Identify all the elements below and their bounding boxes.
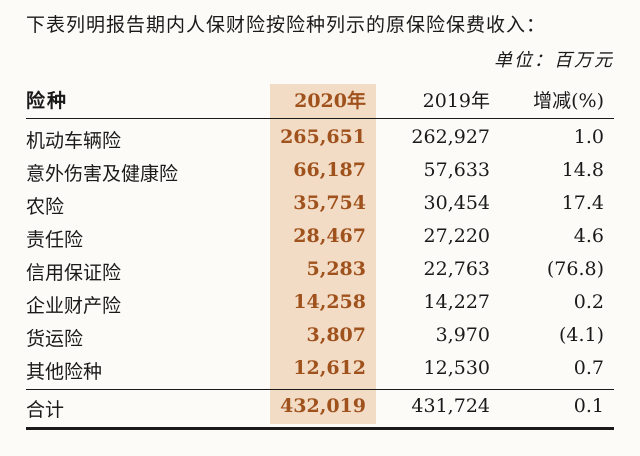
total-2019: 431,724 (411, 395, 490, 417)
row-2019: 262,927 (411, 126, 490, 148)
row-name: 责任险 (26, 229, 84, 251)
row-name: 农险 (26, 196, 65, 218)
row-change: 4.6 (573, 225, 604, 247)
row-2019: 57,633 (423, 159, 490, 181)
row-2020: 14,258 (293, 291, 366, 313)
row-2019: 27,220 (423, 225, 490, 247)
row-change: 1.0 (573, 126, 604, 148)
table-row: 农险 35,754 30,454 17.4 (26, 188, 614, 221)
table-bottom-rule (26, 427, 614, 430)
row-change: (4.1) (558, 324, 604, 346)
row-2020: 3,807 (306, 324, 367, 346)
table-row: 其他险种 12,612 12,530 0.7 (26, 353, 614, 386)
row-change: 14.8 (561, 159, 604, 181)
header-2019: 2019年 (422, 90, 490, 112)
header-name: 险种 (26, 90, 69, 112)
row-2019: 12,530 (423, 357, 490, 379)
table-row: 责任险 28,467 27,220 4.6 (26, 221, 614, 254)
row-2020: 35,754 (293, 192, 366, 214)
total-row: 合计 432,019 431,724 0.1 (26, 392, 614, 424)
header-change: 增减(%) (533, 90, 604, 112)
intro-text: 下表列明报告期内人保财险按险种列示的原保险保费收入： (26, 14, 547, 36)
column-2020-highlight (270, 84, 376, 424)
row-change: 17.4 (561, 192, 604, 214)
row-2019: 30,454 (423, 192, 490, 214)
row-name: 其他险种 (26, 361, 103, 383)
row-name: 意外伤害及健康险 (26, 163, 179, 185)
row-name: 企业财产险 (26, 295, 122, 317)
row-2020: 12,612 (293, 357, 366, 379)
table-row: 意外伤害及健康险 66,187 57,633 14.8 (26, 155, 614, 188)
total-change: 0.1 (573, 395, 604, 417)
table-row: 信用保证险 5,283 22,763 (76.8) (26, 254, 614, 287)
header-2020: 2020年 (294, 90, 366, 112)
row-2019: 14,227 (423, 291, 490, 313)
total-divider (26, 389, 614, 390)
row-2020: 28,467 (293, 225, 366, 247)
row-2020: 265,651 (280, 126, 366, 148)
table-header: 险种 2020年 2019年 增减(%) (26, 86, 614, 119)
row-name: 信用保证险 (26, 262, 122, 284)
row-2020: 5,283 (306, 258, 367, 280)
total-2020: 432,019 (280, 395, 366, 417)
row-2019: 22,763 (423, 258, 490, 280)
row-name: 货运险 (26, 328, 84, 350)
total-name: 合计 (26, 399, 65, 421)
table-row: 货运险 3,807 3,970 (4.1) (26, 320, 614, 353)
row-change: 0.2 (573, 291, 604, 313)
row-name: 机动车辆险 (26, 130, 122, 152)
table-row: 企业财产险 14,258 14,227 0.2 (26, 287, 614, 320)
table-row: 机动车辆险 265,651 262,927 1.0 (26, 122, 614, 155)
unit-note: 单位：百万元 (494, 50, 614, 71)
row-2019: 3,970 (435, 324, 490, 346)
row-change: (76.8) (546, 258, 604, 280)
row-2020: 66,187 (293, 159, 366, 181)
row-change: 0.7 (573, 357, 604, 379)
